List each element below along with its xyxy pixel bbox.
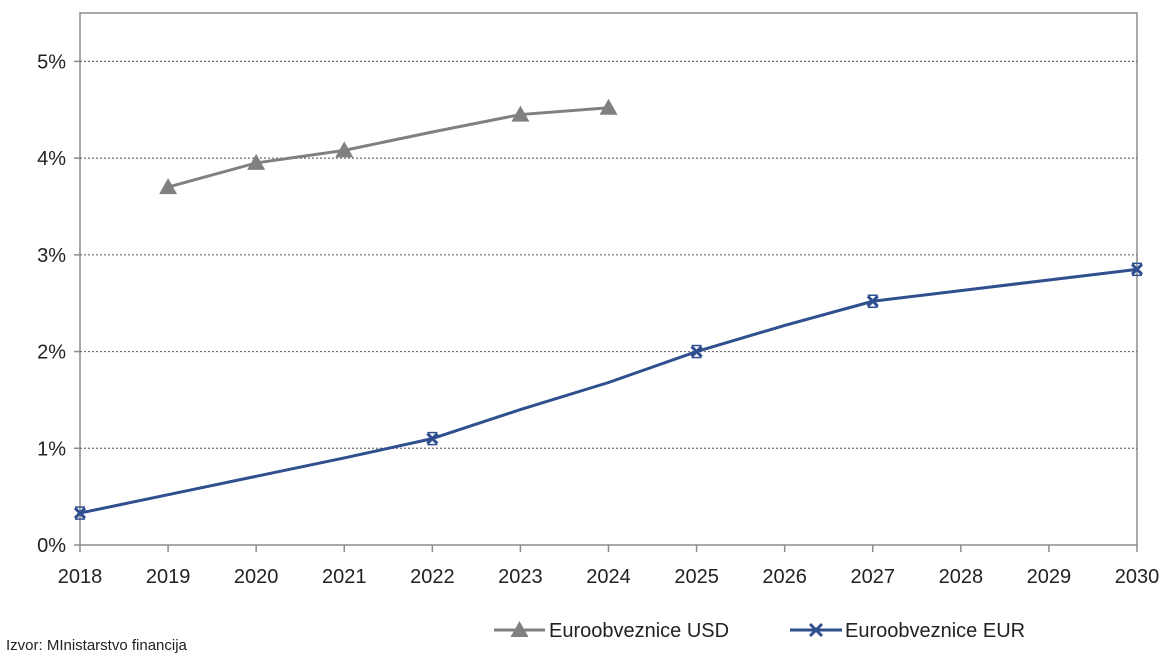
legend-label-usd: Euroobveznice USD xyxy=(549,620,729,642)
series-line-0 xyxy=(167,106,609,189)
series-0-marker xyxy=(599,98,618,115)
series-1-marker xyxy=(866,294,879,308)
series-0-marker xyxy=(335,141,354,158)
x-tick-label: 2021 xyxy=(322,566,367,588)
gridlines xyxy=(80,60,1137,449)
series-0-marker xyxy=(159,178,178,195)
x-tick-label: 2020 xyxy=(234,566,279,588)
y-tick-label: 0% xyxy=(37,535,66,557)
series-1-marker xyxy=(426,431,439,446)
x-tick-label: 2026 xyxy=(762,566,807,588)
legend: Euroobveznice USD Euroobveznice EUR xyxy=(494,620,1025,642)
x-tick-label: 2027 xyxy=(851,566,896,588)
y-tick-label: 5% xyxy=(37,51,66,73)
x-tick-label: 2029 xyxy=(1027,566,1072,588)
y-tick-label: 4% xyxy=(37,148,66,170)
x-tick-label: 2028 xyxy=(939,566,984,588)
series-line-1 xyxy=(79,267,1138,515)
y-axis: 0% 1% 2% 3% 4% 5% xyxy=(37,51,80,557)
y-tick-label: 2% xyxy=(37,342,66,364)
x-tick-label: 2025 xyxy=(674,566,719,588)
legend-eur-marker xyxy=(808,622,824,638)
y-tick-label: 3% xyxy=(37,245,66,267)
source-note: Izvor: MInistarstvo financija xyxy=(6,637,187,654)
y-tick-label: 1% xyxy=(37,438,66,460)
plot-area-border xyxy=(79,12,1138,546)
series-1-marker xyxy=(73,506,87,520)
series-1-marker xyxy=(1130,262,1144,277)
x-tick-label: 2022 xyxy=(410,566,455,588)
x-tick-label: 2023 xyxy=(498,566,543,588)
x-tick-label: 2018 xyxy=(58,566,103,588)
x-tick-label: 2030 xyxy=(1115,566,1160,588)
legend-item-usd: Euroobveznice USD xyxy=(494,620,729,642)
x-axis: 2018 2019 2020 2021 2022 2023 2024 2025 2026 2027… xyxy=(58,545,1160,588)
x-tick-label: 2024 xyxy=(586,566,631,588)
series-1-marker xyxy=(690,344,703,359)
x-tick-label: 2019 xyxy=(146,566,191,588)
legend-label-eur: Euroobveznice EUR xyxy=(845,620,1025,642)
series-0-marker xyxy=(511,105,530,122)
legend-item-eur: Euroobveznice EUR xyxy=(790,620,1025,642)
legend-usd-marker xyxy=(510,621,529,637)
series-0-marker xyxy=(247,153,266,170)
series-layer xyxy=(73,98,1144,520)
